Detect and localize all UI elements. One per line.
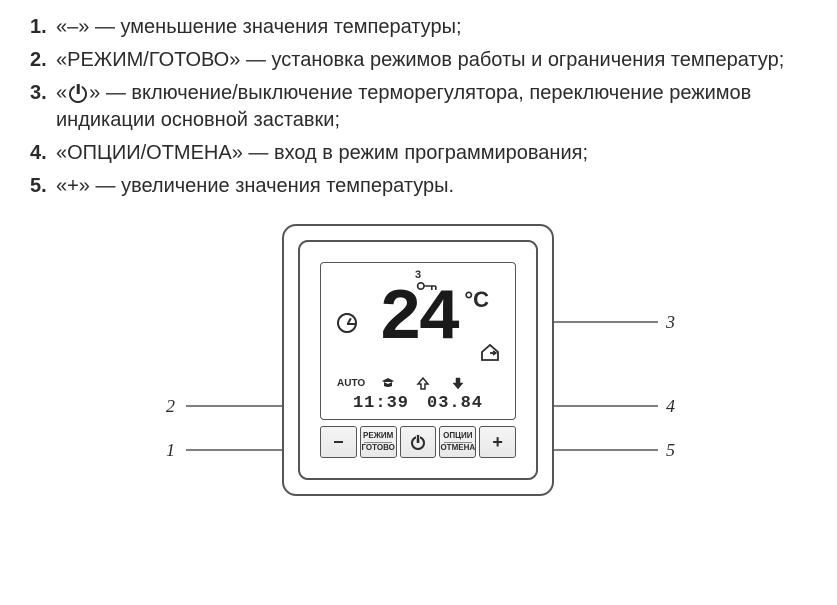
item-text: «–» — уменьшение значения температуры; xyxy=(56,14,807,41)
plus-button[interactable]: + xyxy=(479,426,516,458)
item-desc: увеличение значения температуры. xyxy=(121,175,454,197)
arrow-up-icon xyxy=(416,376,430,390)
list-item: 3. « » — включение/выключение терморегуля… xyxy=(30,80,807,134)
callout-3: 3 xyxy=(666,312,675,333)
item-label: «+» xyxy=(56,175,90,197)
clock-time: 11:39 xyxy=(353,394,409,413)
item-text: «ОПЦИИ/ОТМЕНА» — вход в режим программир… xyxy=(56,140,807,167)
instruction-list: 1. «–» — уменьшение значения температуры… xyxy=(30,14,807,200)
item-number: 4. xyxy=(30,140,56,167)
item-sep: — xyxy=(246,49,266,71)
item-text: «+» — увеличение значения температуры. xyxy=(56,173,807,200)
list-item: 5. «+» — увеличение значения температуры… xyxy=(30,173,807,200)
power-icon xyxy=(69,85,87,103)
item-desc: уменьшение значения температуры; xyxy=(121,16,462,38)
callout-2: 2 xyxy=(166,396,175,417)
power-icon xyxy=(409,433,427,451)
item-label-prefix: « xyxy=(56,82,67,104)
mode-icon-row xyxy=(371,375,475,391)
thermostat-device: 3 24 °C AUTO xyxy=(282,224,554,496)
time-row: 11:39 03.84 xyxy=(321,394,515,413)
minus-button[interactable]: − xyxy=(320,426,357,458)
options-label-bottom: ОТМЕНА xyxy=(440,444,475,453)
item-desc: установка режимов работы и ограниче­ния … xyxy=(271,49,784,71)
auto-label: AUTO xyxy=(337,378,365,389)
item-sep: — xyxy=(96,175,116,197)
thermostat-diagram: 1 2 3 4 5 3 24 °C A xyxy=(30,212,807,532)
item-number: 1. xyxy=(30,14,56,41)
minus-symbol: − xyxy=(333,433,344,451)
item-label: «–» xyxy=(56,16,89,38)
list-item: 1. «–» — уменьшение значения температуры… xyxy=(30,14,807,41)
graduation-cap-icon xyxy=(381,376,395,390)
list-item: 4. «ОПЦИИ/ОТМЕНА» — вход в режим програм… xyxy=(30,140,807,167)
callout-5: 5 xyxy=(666,440,675,461)
callout-1: 1 xyxy=(166,440,175,461)
mode-button[interactable]: РЕЖИМ ГОТОВО xyxy=(360,426,397,458)
item-text: «РЕЖИМ/ГОТОВО» — установка режимов работ… xyxy=(56,47,807,74)
mode-label-top: РЕЖИМ xyxy=(363,432,393,441)
temperature-unit: °C xyxy=(464,287,489,313)
arrow-down-icon xyxy=(451,376,465,390)
plus-symbol: + xyxy=(492,433,503,451)
item-number: 3. xyxy=(30,80,56,107)
power-button[interactable] xyxy=(400,426,437,458)
secondary-value: 03.84 xyxy=(427,394,483,413)
item-sep: — xyxy=(106,82,126,104)
lcd-screen: 3 24 °C AUTO xyxy=(320,262,516,420)
item-number: 5. xyxy=(30,173,56,200)
item-label-suffix: » xyxy=(89,82,100,104)
options-label-top: ОПЦИИ xyxy=(443,432,472,441)
item-desc: вход в режим программирования; xyxy=(274,142,588,164)
item-sep: — xyxy=(95,16,115,38)
item-label: «РЕЖИМ/ГОТОВО» xyxy=(56,49,240,71)
item-label: «ОПЦИИ/ОТМЕНА» xyxy=(56,142,243,164)
item-sep: — xyxy=(248,142,268,164)
device-bezel: 3 24 °C AUTO xyxy=(298,240,538,480)
house-icon xyxy=(479,341,501,363)
callout-4: 4 xyxy=(666,396,675,417)
item-text: « » — включение/выключение терморегулятор… xyxy=(56,80,807,134)
list-item: 2. «РЕЖИМ/ГОТОВО» — установка режимов ра… xyxy=(30,47,807,74)
mode-label-bottom: ГОТОВО xyxy=(362,444,395,453)
options-button[interactable]: ОПЦИИ ОТМЕНА xyxy=(439,426,476,458)
button-row: − РЕЖИМ ГОТОВО ОПЦИИ xyxy=(320,426,516,458)
item-desc: включение/выключение терморегулятора, пе… xyxy=(56,82,751,131)
item-number: 2. xyxy=(30,47,56,74)
